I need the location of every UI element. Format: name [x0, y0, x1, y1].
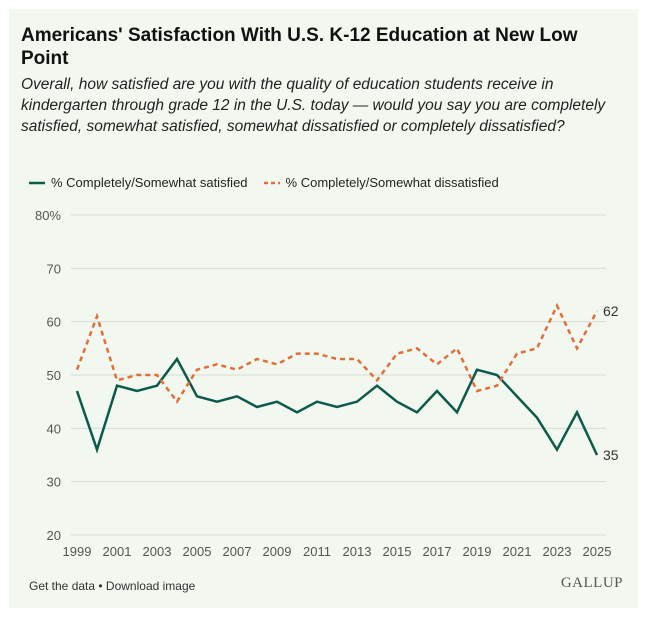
x-tick-label: 2021	[503, 544, 532, 559]
legend-dashed-line-icon	[263, 181, 280, 184]
legend-label-dissatisfied: % Completely/Somewhat dissatisfied	[285, 175, 499, 190]
x-tick-label: 2019	[463, 544, 492, 559]
chart-subtitle: Overall, how satisfied are you with the …	[21, 76, 606, 135]
x-tick-label: 2005	[183, 544, 212, 559]
x-tick-label: 2009	[263, 544, 292, 559]
y-tick-label: 40	[47, 421, 61, 436]
x-tick-label: 2007	[223, 544, 252, 559]
legend-solid-line-icon	[29, 181, 45, 184]
y-tick-label: 60	[47, 315, 61, 330]
x-tick-label: 2011	[303, 544, 331, 559]
legend-item-satisfied: % Completely/Somewhat satisfied	[29, 175, 248, 190]
legend: % Completely/Somewhat satisfied % Comple…	[29, 175, 499, 190]
chart-title: Americans' Satisfaction With U.S. K-12 E…	[21, 25, 578, 69]
download-image-link[interactable]: Download image	[105, 579, 196, 593]
x-tick-label: 2025	[583, 544, 612, 559]
y-tick-label: 30	[47, 475, 61, 490]
legend-item-dissatisfied: % Completely/Somewhat dissatisfied	[263, 175, 499, 190]
y-tick-label: 80%	[35, 208, 61, 223]
legend-label-satisfied: % Completely/Somewhat satisfied	[51, 175, 248, 190]
x-tick-label: 2003	[143, 544, 172, 559]
end-label: 35	[603, 447, 619, 463]
end-label: 62	[603, 303, 619, 319]
footer-separator: •	[95, 579, 106, 593]
gallup-logo: GALLUP	[560, 575, 623, 591]
chart-panel	[9, 9, 638, 608]
x-tick-label: 2013	[343, 544, 372, 559]
get-data-link[interactable]: Get the data	[29, 579, 96, 593]
x-tick-label: 2015	[383, 544, 412, 559]
y-tick-label: 70	[47, 261, 61, 276]
y-tick-label: 20	[47, 528, 61, 543]
x-tick-label: 1999	[63, 544, 92, 559]
x-tick-label: 2017	[423, 544, 452, 559]
footer: Get the data • Download image	[29, 579, 195, 593]
x-tick-label: 2023	[543, 544, 572, 559]
satisfied-line	[75, 356, 599, 456]
dissatisfied-line	[75, 302, 599, 404]
x-tick-label: 2001	[103, 544, 132, 559]
y-tick-label: 50	[47, 368, 61, 383]
